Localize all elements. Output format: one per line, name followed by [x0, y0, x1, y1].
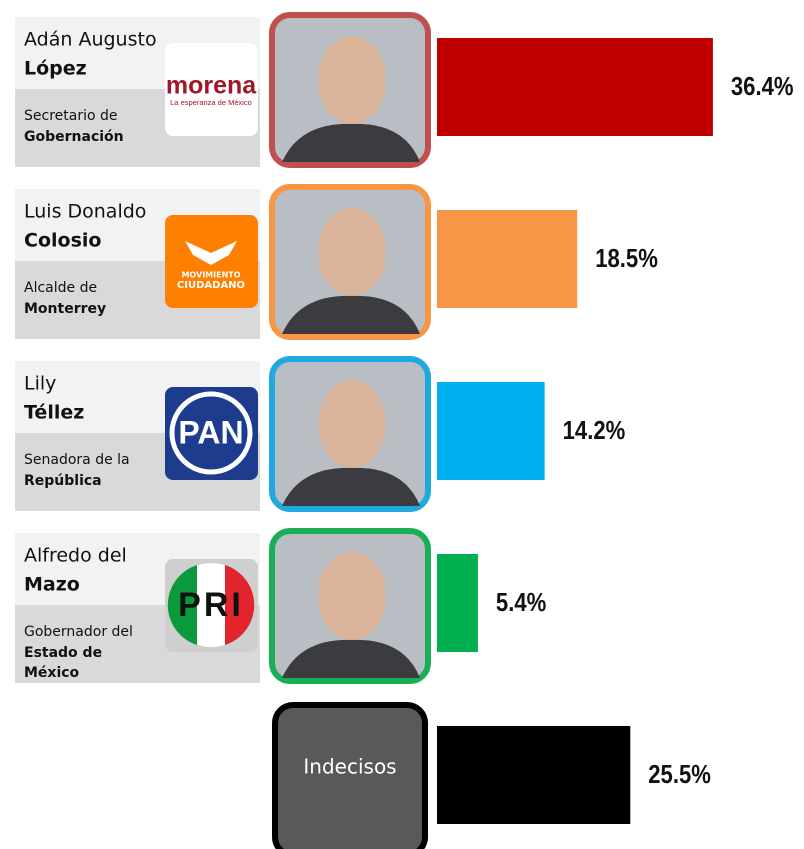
- candidate-surname: Colosio: [24, 230, 101, 252]
- candidate-role-bold: Monterrey: [24, 301, 106, 317]
- undecided-label: Indecisos: [303, 755, 396, 779]
- candidate-role-bold: México: [24, 665, 80, 681]
- photo-face: [318, 380, 386, 468]
- logo-text: PAN: [178, 414, 243, 450]
- logo-text: PRI: [178, 586, 244, 624]
- candidate-role-bold: Gobernación: [24, 129, 124, 145]
- chart: Adán Augusto López Secretario de Gobernació…: [0, 0, 804, 849]
- candidate-surname: Téllez: [24, 402, 84, 424]
- candidate-role-bold: República: [24, 473, 102, 489]
- candidate-role: Alcalde de: [24, 280, 97, 296]
- photo-face: [318, 552, 386, 640]
- candidate-role: Senadora de la: [24, 452, 130, 468]
- candidate-name: Lily: [24, 373, 56, 395]
- bar: [437, 382, 545, 480]
- logo-text: morena: [166, 72, 257, 100]
- value-label: 14.2%: [563, 416, 626, 445]
- photo-face: [318, 36, 386, 124]
- candidate-role: Secretario de: [24, 108, 118, 124]
- candidate-surname: López: [24, 58, 87, 80]
- logo-text: MOVIMIENTO: [181, 271, 240, 280]
- bar: [437, 554, 478, 652]
- candidate-surname: Mazo: [24, 574, 80, 596]
- logo-text: CIUDADANO: [177, 280, 245, 291]
- value-label: 36.4%: [731, 72, 794, 101]
- value-label: 25.5%: [648, 760, 711, 789]
- candidate-name: Adán Augusto: [24, 29, 157, 51]
- candidate-name: Alfredo del: [24, 545, 127, 567]
- logo-text: La esperanza de México: [170, 98, 252, 107]
- bar: [437, 726, 630, 824]
- value-label: 5.4%: [496, 588, 546, 617]
- candidate-role: Gobernador del: [24, 624, 133, 640]
- candidate-name: Luis Donaldo: [24, 201, 146, 223]
- candidate-role-bold: Estado de: [24, 645, 102, 661]
- bar: [437, 210, 577, 308]
- bar: [437, 38, 713, 136]
- photo-face: [318, 208, 386, 296]
- value-label: 18.5%: [595, 244, 658, 273]
